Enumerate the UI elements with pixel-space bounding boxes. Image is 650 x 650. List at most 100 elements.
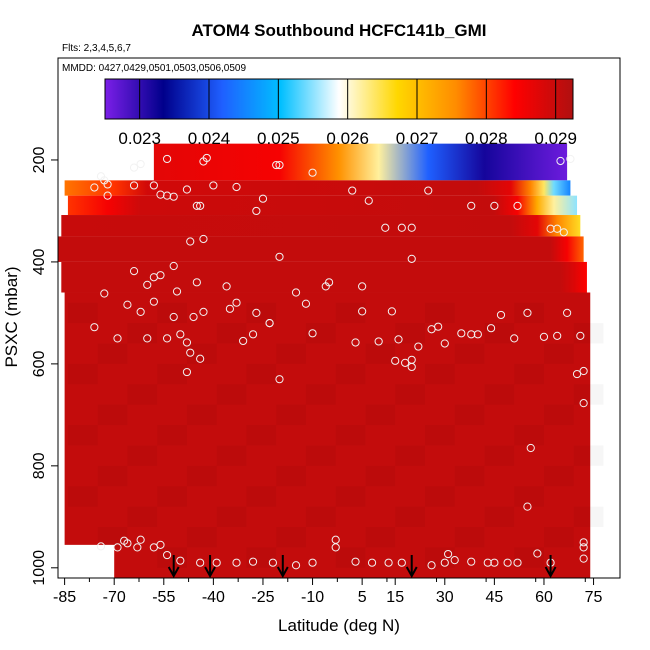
- field-cell: [68, 486, 98, 506]
- observation-point: [252, 206, 261, 216]
- field-cell: [127, 384, 157, 404]
- flights-label: Flts: 2,3,4,5,6,7: [62, 43, 131, 54]
- field-row: [61, 261, 587, 293]
- flight-marker-arrow: [204, 555, 216, 578]
- colorbar-tick-label: 0.029: [534, 129, 577, 148]
- observation-point: [331, 535, 340, 544]
- observation-point: [427, 561, 436, 570]
- field-cell: [306, 445, 336, 465]
- field-cell: [425, 547, 455, 567]
- observation-point: [440, 558, 449, 567]
- field-cell: [306, 384, 336, 404]
- observation-point: [192, 278, 201, 287]
- observation-point: [351, 338, 360, 347]
- colorbar-tick-label: 0.023: [118, 129, 161, 148]
- observation-point: [523, 308, 532, 318]
- field-cell: [187, 343, 217, 363]
- observation-point: [450, 556, 459, 565]
- observation-point: [576, 331, 585, 340]
- field-cell: [514, 364, 544, 384]
- field-cell: [574, 445, 604, 465]
- y-tick-label: 600: [31, 350, 48, 377]
- observation-point: [513, 558, 522, 567]
- field-cell: [187, 405, 217, 425]
- observation-point: [258, 194, 268, 203]
- observation-point: [579, 366, 588, 376]
- observation-point: [381, 223, 390, 232]
- field-cell: [246, 364, 276, 384]
- observation-point: [457, 329, 466, 338]
- observation-point: [553, 331, 562, 340]
- observation-point: [222, 282, 231, 291]
- observation-point: [510, 334, 519, 343]
- x-tick-label: 5: [358, 589, 367, 606]
- observation-point: [272, 160, 281, 170]
- observation-point: [248, 330, 258, 339]
- observation-point: [182, 185, 192, 194]
- blank-corner: [58, 544, 115, 578]
- observation-point: [358, 282, 367, 291]
- observation-point: [394, 335, 403, 344]
- observation-point: [397, 558, 406, 567]
- field-row: [61, 215, 581, 237]
- observation-point: [526, 443, 535, 453]
- x-tick-label: 15: [386, 589, 404, 606]
- observation-point: [391, 356, 400, 365]
- observation-point: [407, 223, 416, 232]
- observation-point: [143, 334, 152, 343]
- observation-point: [136, 159, 145, 169]
- field-row: [58, 236, 584, 262]
- field-cell: [127, 445, 157, 465]
- x-axis: -85 -70 -55 -40 -25 -10 5 15 30 45 60 75: [53, 578, 603, 606]
- field-cell: [157, 425, 187, 445]
- observation-point: [129, 163, 139, 172]
- observation-point: [572, 369, 582, 379]
- field-cell: [514, 425, 544, 445]
- field-cell: [395, 323, 425, 343]
- field-cell: [276, 527, 306, 547]
- field-cell: [157, 486, 187, 506]
- field-cell: [276, 466, 306, 486]
- observation-point: [387, 307, 396, 316]
- observation-point: [367, 558, 377, 567]
- x-tick-label: 30: [436, 589, 454, 606]
- observation-point: [123, 300, 132, 309]
- observation-point: [136, 535, 145, 544]
- observation-point: [209, 181, 218, 190]
- field-cell: [544, 527, 574, 547]
- colorbar-tick-label: 0.027: [396, 129, 439, 148]
- observation-point: [374, 337, 383, 346]
- observation-point: [199, 307, 208, 316]
- observation-point: [486, 324, 496, 333]
- observation-point: [176, 330, 185, 339]
- observation-point: [232, 298, 241, 307]
- observation-point: [351, 557, 360, 566]
- observation-point: [123, 539, 132, 548]
- observation-point: [414, 342, 423, 351]
- observation-point: [308, 168, 317, 177]
- observation-point: [523, 502, 532, 511]
- field-cell: [98, 405, 128, 425]
- observation-point: [169, 312, 178, 322]
- observation-point: [291, 288, 301, 297]
- field-cell: [574, 507, 604, 527]
- field-cell: [306, 507, 336, 527]
- flight-marker-arrow: [544, 555, 557, 578]
- x-tick-label: -55: [152, 589, 175, 606]
- observation-point: [149, 297, 158, 306]
- observation-point: [553, 224, 562, 233]
- field-cell: [365, 466, 395, 486]
- observation-point: [156, 540, 165, 549]
- observation-point: [513, 201, 522, 210]
- observation-point: [196, 354, 205, 363]
- heatmap-field: [58, 143, 604, 578]
- observation-point: [546, 224, 555, 233]
- observation-point: [467, 330, 476, 339]
- observation-point: [186, 348, 195, 357]
- y-tick-label: 400: [31, 248, 48, 275]
- flight-markers: [167, 555, 557, 578]
- field-cell: [425, 425, 455, 445]
- field-cell: [127, 507, 157, 527]
- y-axis-title: PSXC (mbar): [2, 266, 21, 367]
- field-cell: [217, 445, 247, 465]
